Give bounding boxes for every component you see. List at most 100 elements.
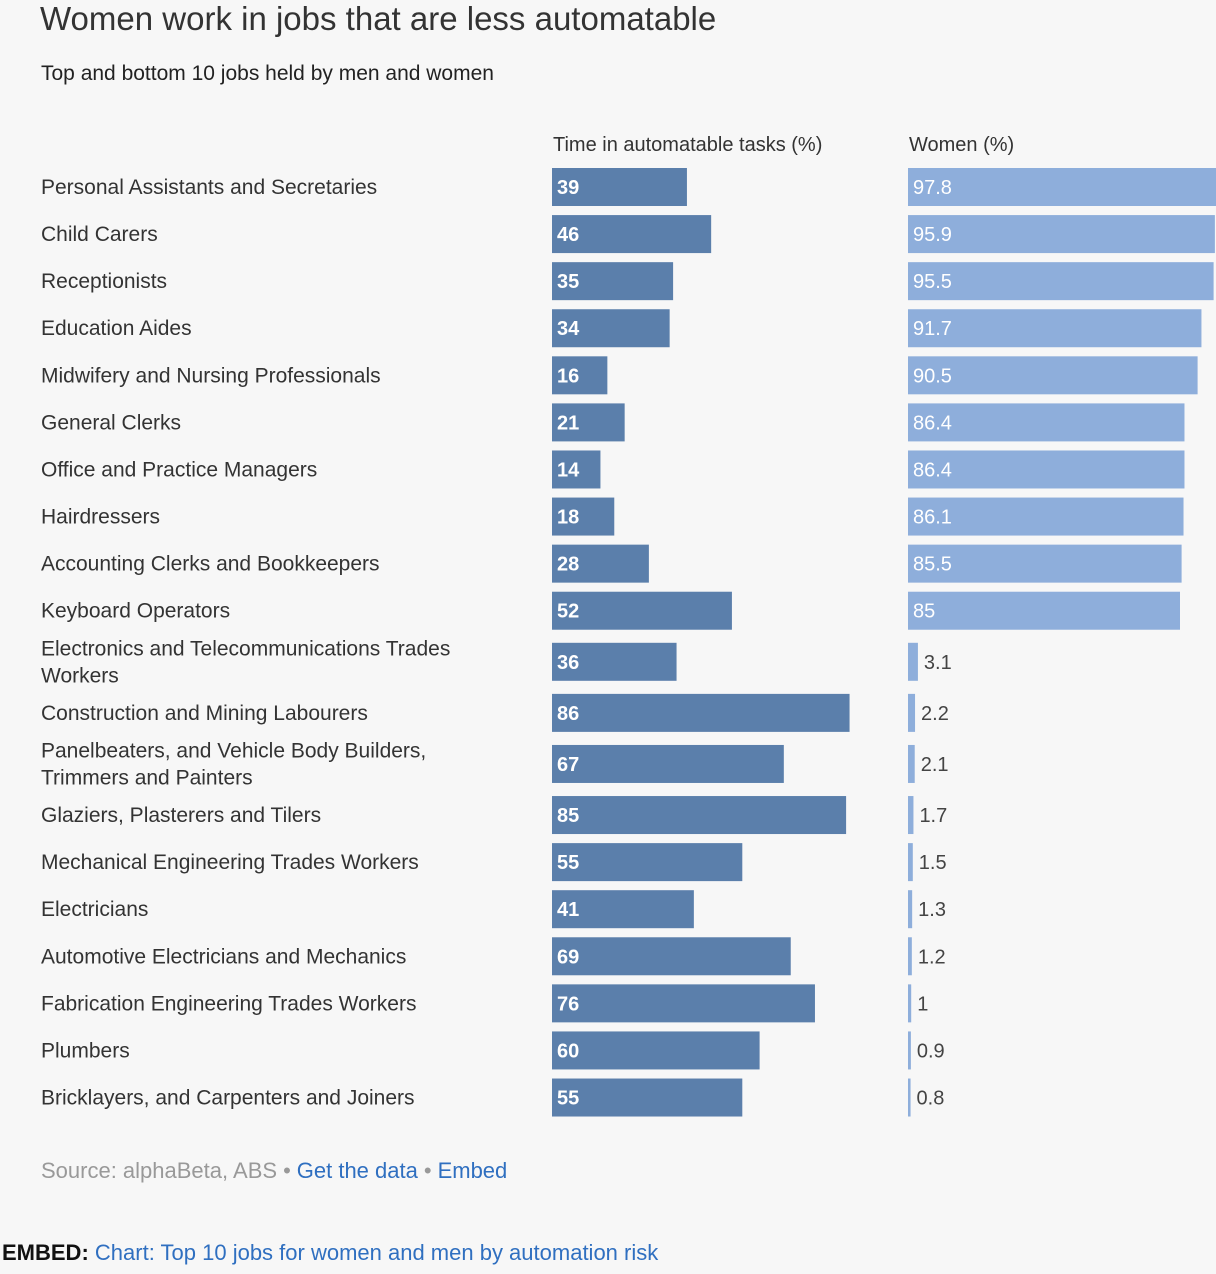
automatable-value-label: 76 <box>557 993 579 1015</box>
automatable-value-label: 39 <box>557 177 579 199</box>
automatable-value-label: 35 <box>557 271 579 293</box>
women-value-label: 0.9 <box>917 1040 945 1062</box>
automatable-value-label: 28 <box>557 554 579 576</box>
automatable-bar <box>552 497 615 536</box>
women-bar <box>908 591 1180 630</box>
automatable-bar <box>552 591 732 630</box>
women-value-label: 85.5 <box>913 554 952 576</box>
women-value-label: 95.9 <box>913 224 952 246</box>
women-value-label: 1.7 <box>919 805 947 827</box>
automatable-bar <box>552 796 847 835</box>
chart-title: Women work in jobs that are less automat… <box>40 0 717 37</box>
women-bar <box>908 403 1185 442</box>
category-label: Office and Practice Managers <box>41 458 317 481</box>
women-bar <box>908 693 916 732</box>
automatable-value-label: 36 <box>557 652 579 674</box>
women-bar <box>908 796 914 835</box>
automatable-value-label: 46 <box>557 224 579 246</box>
women-value-label: 1.3 <box>918 899 946 921</box>
automatable-value-label: 86 <box>557 703 579 725</box>
automatable-value-label: 85 <box>557 805 579 827</box>
category-label: Midwifery and Nursing Professionals <box>41 364 381 387</box>
women-value-label: 86.1 <box>913 507 952 529</box>
automatable-bar <box>552 356 608 395</box>
automatable-bar <box>552 168 687 206</box>
automatable-bar <box>552 309 670 348</box>
category-label: Education Aides <box>41 317 192 340</box>
embed-link[interactable]: Embed <box>437 1158 508 1183</box>
automatable-value-label: 18 <box>557 507 579 529</box>
women-bar <box>908 168 1216 206</box>
category-label: Panelbeaters, and Vehicle Body Builders,… <box>41 739 426 789</box>
category-label: Accounting Clerks and Bookkeepers <box>41 553 380 576</box>
category-label: Automotive Electricians and Mechanics <box>41 945 406 968</box>
embed-line: EMBED: Chart: Top 10 jobs for women and … <box>2 1240 658 1266</box>
women-value-label: 97.8 <box>913 177 952 199</box>
women-bar <box>908 843 913 882</box>
automatable-value-label: 67 <box>557 754 579 776</box>
footer-separator: • <box>283 1158 291 1183</box>
automatable-value-label: 21 <box>557 412 579 434</box>
automatable-value-label: 52 <box>557 601 579 623</box>
automatable-value-label: 34 <box>557 318 580 340</box>
source-footer: Source: alphaBeta, ABS • Get the data • Embe… <box>41 1158 507 1184</box>
women-value-label: 1.2 <box>918 946 946 968</box>
women-bar <box>908 642 918 681</box>
women-bar <box>908 497 1184 536</box>
women-bar <box>908 356 1198 395</box>
automatable-bar <box>552 843 743 882</box>
automatable-value-label: 16 <box>557 365 579 387</box>
category-label: Electricians <box>41 898 148 921</box>
embed-chart-link[interactable]: Chart: Top 10 jobs for women and men by … <box>94 1240 659 1265</box>
automatable-bar <box>552 1078 743 1117</box>
automatable-bar <box>552 744 784 783</box>
automatable-value-label: 69 <box>557 946 579 968</box>
women-bar <box>908 215 1215 254</box>
category-label: Fabrication Engineering Trades Workers <box>41 992 416 1015</box>
women-bar <box>908 450 1185 489</box>
source-text: Source: alphaBeta, ABS <box>41 1158 278 1183</box>
axis-header-women: Women (%) <box>909 134 1014 156</box>
women-value-label: 91.7 <box>913 318 952 340</box>
women-bar <box>908 937 912 976</box>
chart-subtitle: Top and bottom 10 jobs held by men and w… <box>41 62 494 85</box>
category-label: Mechanical Engineering Trades Workers <box>41 851 419 874</box>
women-bar <box>908 544 1182 583</box>
category-label: Personal Assistants and Secretaries <box>41 176 377 199</box>
women-bar <box>908 984 912 1023</box>
women-value-label: 0.8 <box>917 1088 945 1110</box>
women-value-label: 1 <box>917 993 928 1015</box>
women-value-label: 3.1 <box>924 652 952 674</box>
category-label: Receptionists <box>41 270 167 293</box>
automatable-bar <box>552 215 712 254</box>
women-bar <box>908 890 913 929</box>
footer-separator: • <box>423 1158 432 1183</box>
category-label: Construction and Mining Labourers <box>41 702 368 725</box>
automatable-bar <box>552 403 625 442</box>
women-bar <box>908 744 915 783</box>
women-value-label: 86.4 <box>913 459 952 481</box>
category-label: Glaziers, Plasterers and Tilers <box>41 804 321 827</box>
automatable-value-label: 55 <box>557 1088 579 1110</box>
category-label: Hairdressers <box>41 506 160 529</box>
women-bar <box>908 309 1202 348</box>
women-value-label: 86.4 <box>913 412 952 434</box>
automatable-bar <box>552 450 601 489</box>
women-value-label: 85 <box>913 601 935 623</box>
women-value-label: 1.5 <box>919 852 947 874</box>
category-label: Plumbers <box>41 1039 130 1062</box>
women-bar <box>908 1078 911 1117</box>
automatable-bar <box>552 544 649 583</box>
automatable-bar <box>552 890 694 929</box>
category-label: Keyboard Operators <box>41 600 230 623</box>
automatable-bar <box>552 693 850 732</box>
women-bar <box>908 1031 911 1070</box>
bar-chart: Time in automatable tasks (%) Women (%) Pe… <box>41 134 1216 1117</box>
get-the-data-link[interactable]: Get the data <box>296 1158 418 1183</box>
category-label: Electronics and Telecommunications Trade… <box>41 637 450 687</box>
automatable-value-label: 55 <box>557 852 579 874</box>
women-value-label: 95.5 <box>913 271 952 293</box>
category-label: Child Carers <box>41 223 158 246</box>
automatable-bar <box>552 262 674 301</box>
axis-header-automatable: Time in automatable tasks (%) <box>553 134 822 156</box>
